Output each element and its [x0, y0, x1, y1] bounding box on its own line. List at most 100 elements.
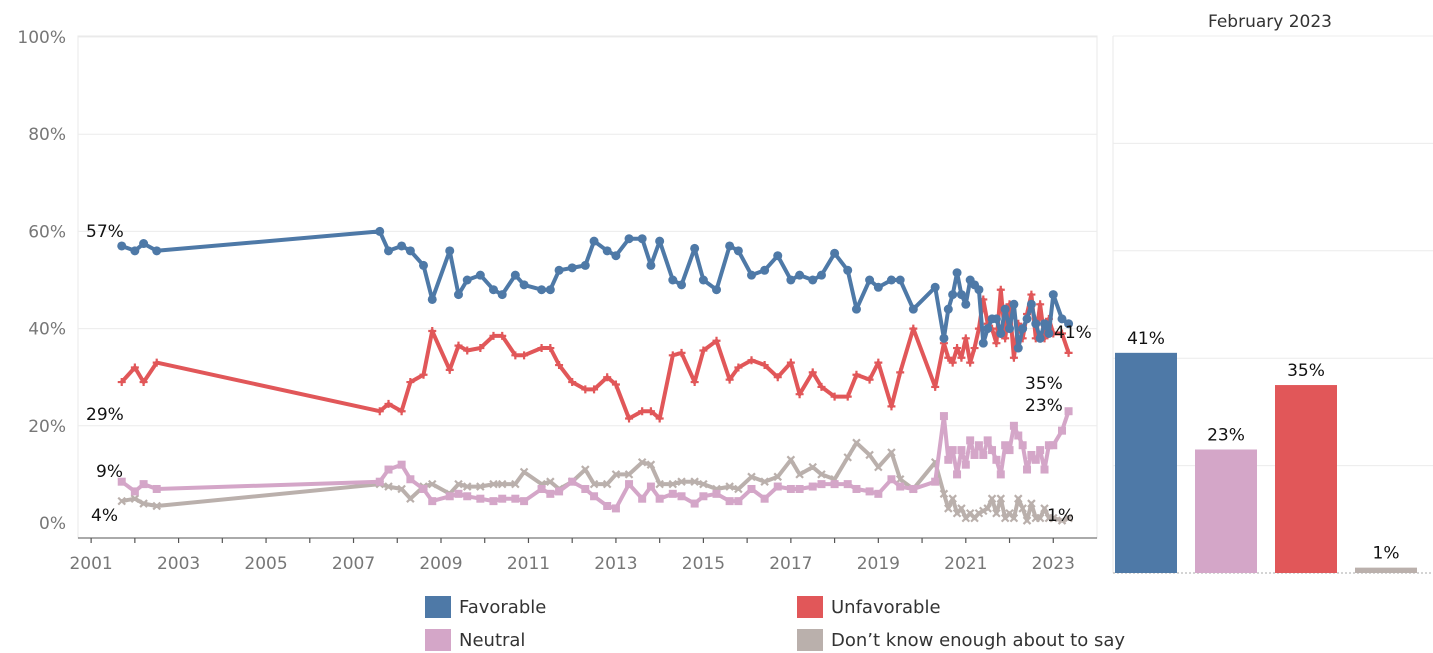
data-point: [974, 441, 983, 450]
data-point: [978, 338, 988, 348]
data-point: [511, 494, 520, 503]
data-point: [817, 382, 826, 391]
data-point: [983, 436, 992, 445]
data-point: [1022, 314, 1032, 324]
data-point: [397, 241, 407, 251]
data-point: [520, 351, 529, 360]
data-point: [646, 460, 656, 469]
data-point: [873, 282, 883, 292]
data-point: [699, 346, 708, 355]
data-point: [130, 487, 139, 496]
data-point: [760, 265, 770, 275]
data-point: [568, 477, 577, 486]
legend-item-neutral[interactable]: Neutral: [425, 627, 525, 653]
legend-item-dont-know[interactable]: Don’t know enough about to say: [797, 627, 1125, 653]
data-point: [988, 446, 997, 455]
end-label-dont_know: 1%: [1047, 506, 1074, 526]
bar-label-dont_know: 1%: [1373, 544, 1400, 564]
bar-chart: February 2023 41% 23% 35% 1%: [1112, 12, 1433, 574]
data-point: [152, 358, 161, 367]
data-point: [712, 489, 721, 498]
data-point: [152, 501, 161, 511]
data-point: [786, 275, 796, 285]
data-point: [475, 270, 485, 280]
data-point: [397, 460, 406, 469]
data-point: [865, 487, 874, 496]
data-point: [384, 465, 393, 474]
data-point: [690, 378, 699, 387]
data-point: [445, 246, 455, 256]
y-tick-label: 80%: [28, 125, 66, 145]
data-point: [852, 438, 861, 448]
data-point: [655, 236, 665, 246]
data-point: [931, 477, 940, 486]
data-point: [1064, 513, 1073, 523]
data-point: [463, 346, 472, 355]
data-point: [602, 246, 612, 256]
data-point: [677, 492, 686, 501]
data-point: [117, 241, 127, 251]
data-point: [887, 475, 896, 484]
data-point: [476, 344, 485, 353]
data-point: [957, 504, 966, 513]
data-point: [677, 348, 686, 357]
data-point: [996, 328, 1006, 338]
data-point: [957, 446, 966, 455]
data-point: [817, 470, 826, 479]
start-label-neutral: 9%: [96, 462, 123, 482]
data-point: [1057, 314, 1067, 324]
data-point: [996, 470, 1005, 479]
legend-item-unfavorable[interactable]: Unfavorable: [797, 594, 941, 620]
data-point: [1035, 333, 1045, 343]
data-point: [795, 484, 804, 493]
data-point: [139, 239, 149, 249]
data-point: [1031, 319, 1041, 329]
data-point: [690, 243, 700, 253]
data-point: [908, 304, 918, 314]
data-point: [1005, 324, 1015, 334]
data-point: [909, 484, 918, 493]
data-point: [568, 378, 577, 387]
data-point: [733, 246, 743, 256]
data-point: [939, 412, 948, 421]
data-point: [646, 407, 655, 416]
data-point: [384, 246, 394, 256]
data-point: [1001, 441, 1010, 450]
data-point: [1049, 441, 1058, 450]
data-point: [943, 304, 953, 314]
data-point: [1044, 328, 1054, 338]
data-point: [886, 275, 896, 285]
data-point: [603, 373, 612, 382]
data-point: [795, 390, 804, 399]
data-point: [944, 455, 953, 464]
data-point: [895, 275, 905, 285]
data-point: [760, 477, 769, 486]
data-point: [690, 499, 699, 508]
data-point: [852, 370, 861, 379]
data-point: [117, 477, 126, 486]
data-point: [405, 246, 415, 256]
data-point: [974, 509, 984, 518]
legend-label-dont-know: Don’t know enough about to say: [831, 629, 1126, 651]
legend-item-favorable[interactable]: Favorable: [425, 594, 546, 620]
data-point: [1009, 299, 1019, 309]
data-point: [1018, 441, 1027, 450]
data-point: [1000, 304, 1010, 314]
data-point: [668, 351, 677, 360]
data-point: [948, 446, 957, 455]
data-point: [537, 484, 546, 493]
data-point: [655, 494, 664, 503]
data-point: [1001, 334, 1010, 343]
data-point: [427, 294, 437, 304]
data-point: [895, 474, 905, 484]
data-point: [655, 414, 664, 423]
data-point: [939, 333, 949, 343]
x-tick-label: 2009: [419, 554, 462, 574]
data-point: [808, 368, 817, 377]
end-label-neutral: 23%: [1025, 396, 1063, 416]
data-point: [375, 407, 384, 416]
data-point: [760, 494, 769, 503]
data-point: [625, 480, 634, 489]
data-point: [1058, 426, 1067, 435]
data-point: [602, 479, 612, 489]
